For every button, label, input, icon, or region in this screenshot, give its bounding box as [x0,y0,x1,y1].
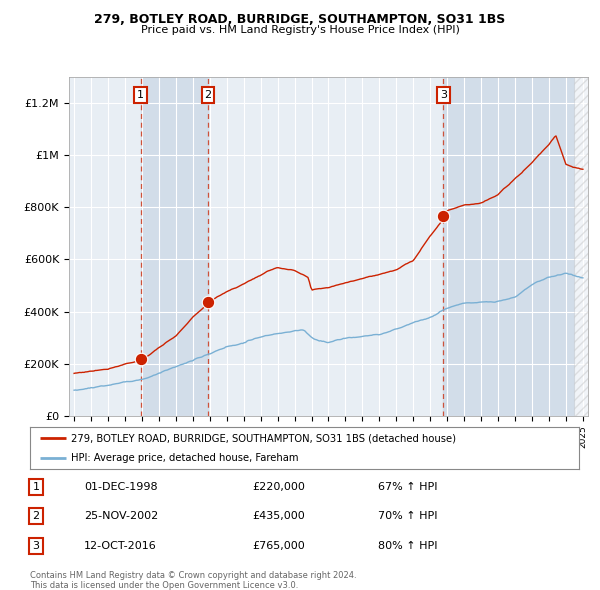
Text: 01-DEC-1998: 01-DEC-1998 [84,482,158,491]
Text: 2: 2 [32,512,40,521]
Text: Contains HM Land Registry data © Crown copyright and database right 2024.: Contains HM Land Registry data © Crown c… [30,571,356,580]
Text: 1: 1 [32,482,40,491]
Text: This data is licensed under the Open Government Licence v3.0.: This data is licensed under the Open Gov… [30,581,298,590]
Text: Price paid vs. HM Land Registry's House Price Index (HPI): Price paid vs. HM Land Registry's House … [140,25,460,35]
Bar [574,77,588,416]
Text: 25-NOV-2002: 25-NOV-2002 [84,512,158,521]
Text: 3: 3 [32,541,40,550]
Bar [443,77,574,416]
Text: 2: 2 [205,90,212,100]
Text: £435,000: £435,000 [252,512,305,521]
Text: £765,000: £765,000 [252,541,305,550]
Text: 80% ↑ HPI: 80% ↑ HPI [378,541,437,550]
Text: 279, BOTLEY ROAD, BURRIDGE, SOUTHAMPTON, SO31 1BS (detached house): 279, BOTLEY ROAD, BURRIDGE, SOUTHAMPTON,… [71,433,456,443]
Text: 3: 3 [440,90,447,100]
Bar [140,77,208,416]
Text: 70% ↑ HPI: 70% ↑ HPI [378,512,437,521]
Text: 12-OCT-2016: 12-OCT-2016 [84,541,157,550]
Text: 67% ↑ HPI: 67% ↑ HPI [378,482,437,491]
Text: 279, BOTLEY ROAD, BURRIDGE, SOUTHAMPTON, SO31 1BS: 279, BOTLEY ROAD, BURRIDGE, SOUTHAMPTON,… [94,13,506,26]
Text: HPI: Average price, detached house, Fareham: HPI: Average price, detached house, Fare… [71,453,299,463]
Text: 1: 1 [137,90,144,100]
Text: £220,000: £220,000 [252,482,305,491]
